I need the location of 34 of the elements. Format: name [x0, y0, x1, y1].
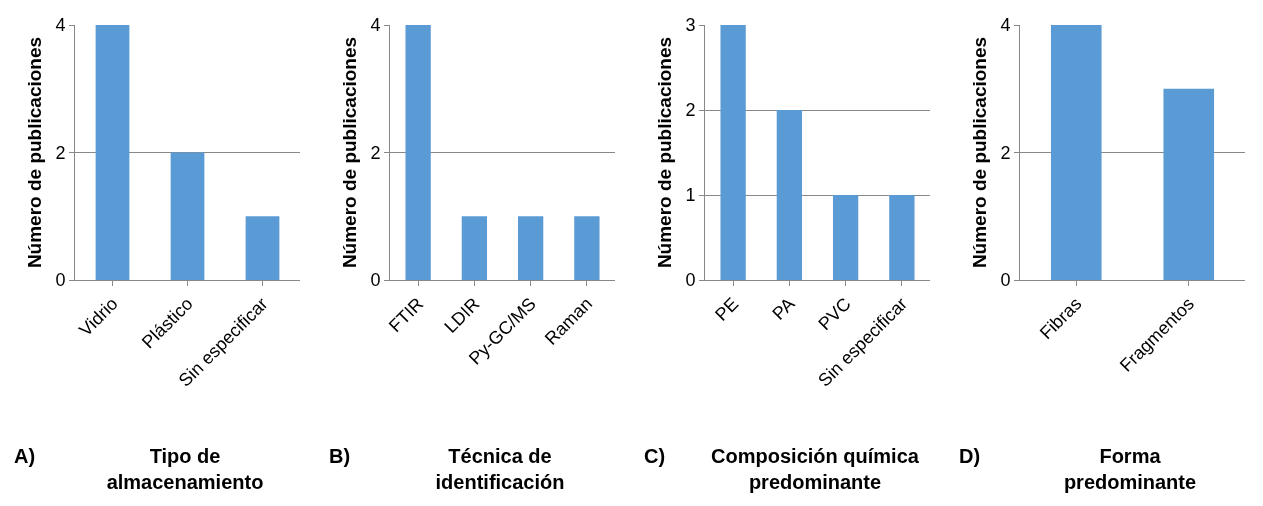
text: Composición química predominante — [710, 444, 920, 495]
y-tick-label: 1 — [685, 185, 696, 206]
x-tick-label: PE — [711, 293, 743, 325]
y-tick-label: 0 — [1000, 270, 1011, 291]
y-tick-label: 2 — [685, 100, 696, 121]
text: Tipo de almacenamiento — [105, 444, 265, 495]
y-tick-label: 4 — [370, 15, 381, 36]
text: B) — [329, 445, 351, 468]
x-tick-label: PA — [768, 293, 799, 324]
y-tick-label: 2 — [370, 142, 381, 163]
bar — [720, 25, 746, 280]
y-tick-label: 0 — [685, 270, 696, 291]
y-tick-label: 4 — [55, 15, 66, 36]
y-axis-title: Número de publicaciones — [969, 36, 991, 269]
y-tick-label: 0 — [55, 270, 66, 291]
text: D) — [959, 445, 981, 468]
y-tick-label: 3 — [685, 15, 696, 36]
y-axis-title: Número de publicaciones — [339, 36, 361, 269]
y-tick-label: 0 — [370, 270, 381, 291]
text: Forma predominante — [1062, 444, 1198, 495]
y-tick-label: 4 — [1000, 15, 1011, 36]
text: Técnica de identificación — [434, 444, 566, 495]
y-axis-title: Número de publicaciones — [24, 36, 46, 269]
bar — [245, 216, 280, 280]
bar — [889, 195, 915, 280]
bar — [95, 25, 130, 280]
y-tick-label: 2 — [1000, 142, 1011, 163]
y-axis-title: Número de publicaciones — [654, 36, 676, 269]
text: C) — [644, 445, 666, 468]
bar — [776, 110, 803, 280]
text: A) — [14, 445, 36, 468]
bar — [170, 152, 205, 280]
y-tick-label: 2 — [55, 142, 66, 163]
bar — [832, 195, 859, 280]
